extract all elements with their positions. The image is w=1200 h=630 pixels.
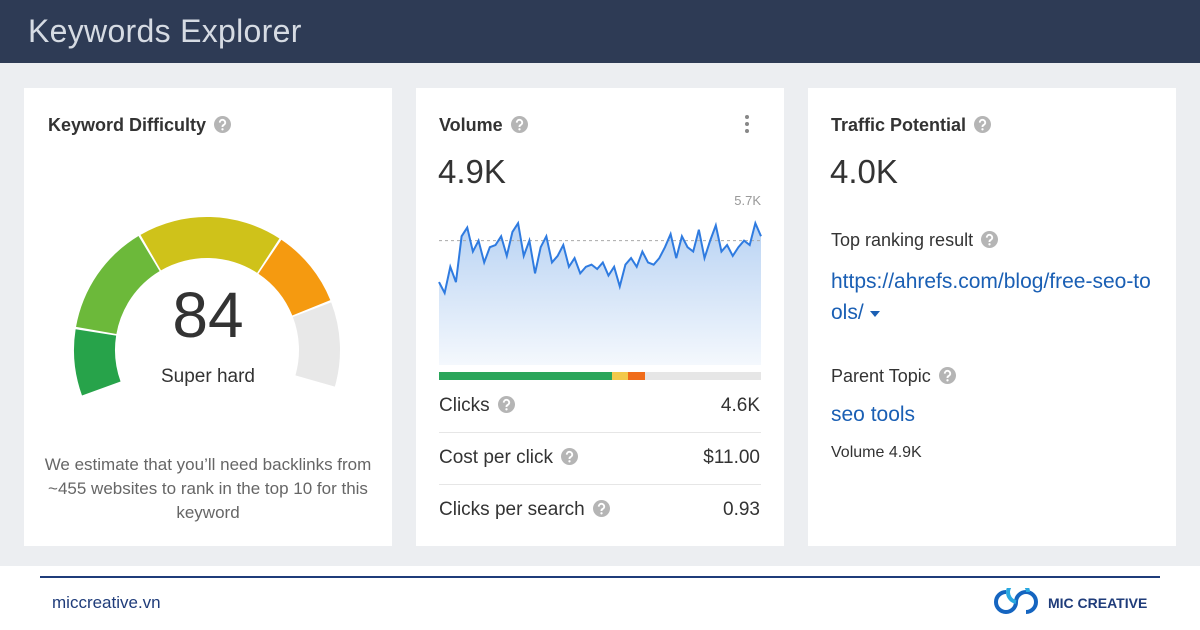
volume-title-row: Volume	[439, 115, 528, 138]
gauge-segment	[258, 239, 331, 316]
top-result-url[interactable]: https://ahrefs.com/blog/free-seo-tools/	[831, 270, 1151, 324]
help-icon[interactable]	[561, 448, 579, 471]
gauge-segment	[292, 302, 341, 387]
clicks-paid	[612, 372, 628, 380]
clicks-organic	[439, 372, 612, 380]
dropdown-caret[interactable]	[868, 309, 884, 319]
brand-name: MIC CREATIVE	[1048, 595, 1148, 611]
max-label: 5.7K	[734, 193, 761, 208]
parent-topic-label: Parent Topic	[831, 366, 931, 386]
metric-value: $11.00	[703, 447, 760, 468]
parent-topic-link[interactable]: seo tools	[831, 403, 916, 426]
trend-line	[438, 220, 762, 296]
header: Keywords Explorer	[0, 0, 1200, 63]
kd-title-row: Keyword Difficulty	[48, 115, 232, 138]
menu-icon[interactable]	[741, 114, 753, 136]
help-icon[interactable]	[981, 231, 999, 253]
help-glyph	[938, 367, 956, 384]
kd-rating: Super hard	[160, 366, 255, 387]
metric-label: Clicks	[439, 395, 490, 416]
metric-label-row: Cost per click	[439, 447, 579, 471]
volume-trend: 5.7K	[438, 193, 762, 380]
metric-label: Clicks per search	[439, 499, 585, 520]
tp-title-row: Traffic Potential	[831, 115, 992, 138]
brand-logo	[994, 588, 1038, 614]
no-clicks	[645, 372, 761, 380]
top-result-link-row: https://ahrefs.com/blog/free-seo-tools/	[831, 266, 1153, 328]
help-glyph	[214, 116, 232, 133]
help-glyph	[592, 500, 610, 517]
metric-label-row: Clicks per search	[439, 499, 610, 523]
metric-value: 0.93	[723, 499, 760, 520]
metric-label-row: Clicks	[439, 395, 515, 419]
help-glyph	[981, 231, 999, 248]
help-glyph	[561, 448, 579, 465]
website[interactable]: miccreative.vn	[52, 593, 161, 612]
help-icon[interactable]	[497, 396, 515, 419]
kd-score: 84	[172, 279, 244, 351]
app-title: Keywords Explorer	[28, 13, 302, 49]
help-icon[interactable]	[592, 500, 610, 523]
gauge-segment	[73, 329, 121, 396]
kd-note: We estimate that you’ll need backlinks f…	[44, 455, 372, 522]
kd-title: Keyword Difficulty	[48, 115, 207, 135]
volume-title: Volume	[439, 115, 503, 135]
volume-value: 4.9K	[438, 153, 506, 190]
top-result-label: Top ranking result	[831, 230, 974, 250]
help-glyph	[510, 116, 528, 133]
help-icon[interactable]	[974, 116, 992, 138]
help-icon[interactable]	[510, 116, 528, 138]
help-glyph	[497, 396, 515, 413]
tp-value: 4.0K	[830, 153, 898, 190]
parent-topic-row: Parent Topic	[831, 366, 956, 389]
gauge-segment	[140, 217, 280, 273]
footer-rule	[40, 576, 1160, 578]
clicks-other	[628, 372, 645, 380]
tp-card	[808, 88, 1176, 546]
row-divider	[439, 432, 761, 433]
help-icon[interactable]	[214, 116, 232, 138]
parent-topic-volume: Volume 4.9K	[831, 444, 922, 461]
help-glyph	[974, 116, 992, 133]
row-divider	[439, 484, 761, 485]
trend-area	[439, 223, 761, 365]
help-icon[interactable]	[938, 367, 956, 389]
metric-label: Cost per click	[439, 447, 554, 468]
gauge-segment	[76, 235, 160, 335]
top-result-row: Top ranking result	[831, 230, 999, 253]
footer: miccreative.vn MIC CREATIVE	[0, 566, 1200, 630]
gauge	[73, 217, 341, 396]
tp-title: Traffic Potential	[831, 115, 967, 135]
metric-value: 4.6K	[720, 395, 760, 416]
